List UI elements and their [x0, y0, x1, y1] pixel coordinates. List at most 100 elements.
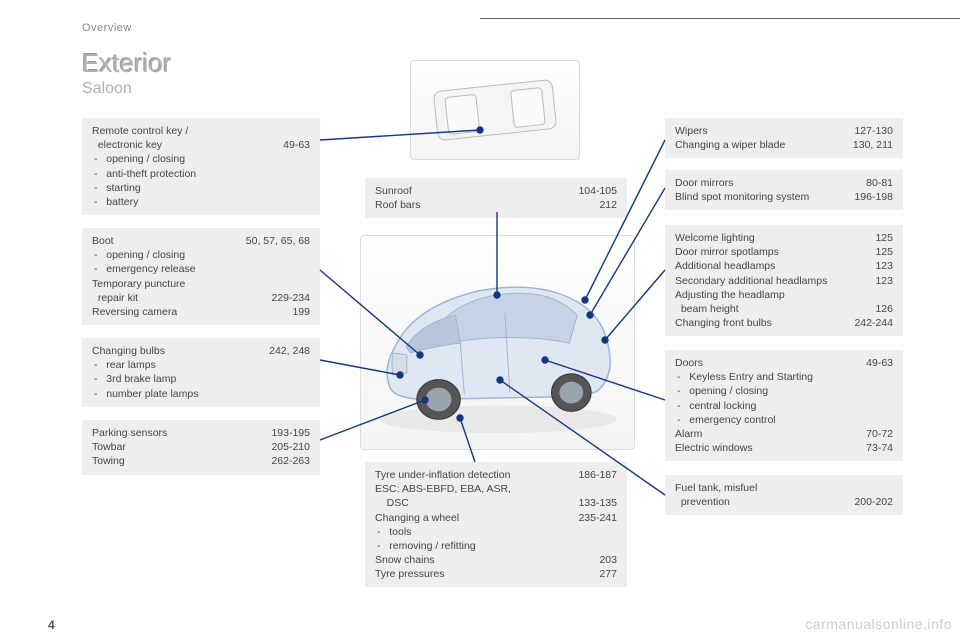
index-row: Boot50, 57, 65, 68: [92, 234, 310, 248]
box-wipers: Wipers127-130Changing a wiper blade130, …: [665, 118, 903, 158]
index-row: Changing a wheel235-241: [375, 511, 617, 525]
index-row: Tyre pressures277: [375, 567, 617, 581]
list-item: emergency control: [675, 413, 893, 427]
index-row: Door mirrors80-81: [675, 176, 893, 190]
row-pages: 277: [591, 567, 617, 581]
row-label: Snow chains: [375, 553, 591, 567]
row-label: Towbar: [92, 440, 263, 454]
index-row: Snow chains203: [375, 553, 617, 567]
index-row: DSC133-135: [375, 496, 617, 510]
row-label: ESC: ABS-EBFD, EBA, ASR,: [375, 482, 609, 496]
row-pages: 262-263: [263, 454, 310, 468]
row-pages: 242-244: [846, 316, 893, 330]
row-pages: 127-130: [846, 124, 893, 138]
index-row: Alarm70-72: [675, 427, 893, 441]
list-item: Keyless Entry and Starting: [675, 370, 893, 384]
row-pages: 73-74: [858, 441, 893, 455]
page-subtitle: Saloon: [82, 80, 132, 98]
row-pages: 130, 211: [845, 138, 893, 152]
row-pages: 242, 248: [261, 344, 310, 358]
figure-car: [360, 235, 635, 450]
index-row: ESC: ABS-EBFD, EBA, ASR,: [375, 482, 617, 496]
row-pages: 50, 57, 65, 68: [238, 234, 310, 248]
box-remote-key: Remote control key / electronic key49-63…: [82, 118, 320, 215]
row-pages: 70-72: [858, 427, 893, 441]
list-item: starting: [92, 181, 310, 195]
row-label: Tyre under-inflation detection: [375, 468, 570, 482]
row-pages: [302, 277, 310, 291]
box-parking: Parking sensors193-195Towbar205-210Towin…: [82, 420, 320, 475]
row-label: Additional headlamps: [675, 259, 867, 273]
index-row: Blind spot monitoring system196-198: [675, 190, 893, 204]
row-label: electronic key: [92, 138, 275, 152]
row-label: Reversing camera: [92, 305, 284, 319]
index-row: prevention200-202: [675, 495, 893, 509]
index-row: Changing front bulbs242-244: [675, 316, 893, 330]
index-row: Wipers127-130: [675, 124, 893, 138]
watermark: carmanualsonline.info: [805, 616, 952, 632]
index-row: Roof bars212: [375, 198, 617, 212]
row-pages: [609, 482, 617, 496]
list-item: central locking: [675, 399, 893, 413]
list-item: opening / closing: [92, 152, 310, 166]
row-label: Sunroof: [375, 184, 570, 198]
row-label: Temporary puncture: [92, 277, 302, 291]
list-item: number plate lamps: [92, 387, 310, 401]
row-pages: 125: [867, 231, 893, 245]
row-pages: 126: [867, 302, 893, 316]
key-icon: [433, 79, 558, 141]
row-label: Changing a wheel: [375, 511, 570, 525]
row-pages: 196-198: [846, 190, 893, 204]
index-row: Electric windows73-74: [675, 441, 893, 455]
index-row: Secondary additional headlamps123: [675, 274, 893, 288]
list-item: rear lamps: [92, 358, 310, 372]
index-row: Adjusting the headlamp: [675, 288, 893, 302]
row-label: Welcome lighting: [675, 231, 867, 245]
row-pages: 200-202: [846, 495, 893, 509]
row-label: Secondary additional headlamps: [675, 274, 867, 288]
index-row: Remote control key /: [92, 124, 310, 138]
row-label: Blind spot monitoring system: [675, 190, 846, 204]
row-pages: 186-187: [570, 468, 617, 482]
index-row: electronic key49-63: [92, 138, 310, 152]
row-pages: 205-210: [263, 440, 310, 454]
row-pages: 123: [867, 259, 893, 273]
list-item: opening / closing: [675, 384, 893, 398]
row-pages: 49-63: [858, 356, 893, 370]
index-row: Parking sensors193-195: [92, 426, 310, 440]
row-pages: 229-234: [263, 291, 310, 305]
box-doors: Doors49-63Keyless Entry and Startingopen…: [665, 350, 903, 461]
index-row: repair kit229-234: [92, 291, 310, 305]
row-label: Fuel tank, misfuel: [675, 481, 885, 495]
row-pages: 199: [284, 305, 310, 319]
row-label: Changing a wiper blade: [675, 138, 845, 152]
index-row: Additional headlamps123: [675, 259, 893, 273]
index-row: Changing bulbs242, 248: [92, 344, 310, 358]
row-label: beam height: [675, 302, 867, 316]
row-pages: 125: [867, 245, 893, 259]
row-label: Doors: [675, 356, 858, 370]
row-label: prevention: [675, 495, 846, 509]
row-label: Parking sensors: [92, 426, 263, 440]
box-boot: Boot50, 57, 65, 68opening / closingemerg…: [82, 228, 320, 325]
index-row: Changing a wiper blade130, 211: [675, 138, 893, 152]
index-row: beam height126: [675, 302, 893, 316]
list-item: 3rd brake lamp: [92, 372, 310, 386]
box-tyres: Tyre under-inflation detection186-187ESC…: [365, 462, 627, 587]
row-label: Roof bars: [375, 198, 591, 212]
index-row: Temporary puncture: [92, 277, 310, 291]
index-row: Fuel tank, misfuel: [675, 481, 893, 495]
index-row: Doors49-63: [675, 356, 893, 370]
list-item: tools: [375, 525, 617, 539]
row-pages: [885, 481, 893, 495]
row-label: Towing: [92, 454, 263, 468]
row-label: Adjusting the headlamp: [675, 288, 885, 302]
list-item: removing / refitting: [375, 539, 617, 553]
row-pages: [302, 124, 310, 138]
row-label: Tyre pressures: [375, 567, 591, 581]
index-row: Tyre under-inflation detection186-187: [375, 468, 617, 482]
index-row: Towbar205-210: [92, 440, 310, 454]
list-item: anti-theft protection: [92, 167, 310, 181]
page-number: 4: [48, 618, 55, 632]
header-rule: [480, 18, 960, 19]
